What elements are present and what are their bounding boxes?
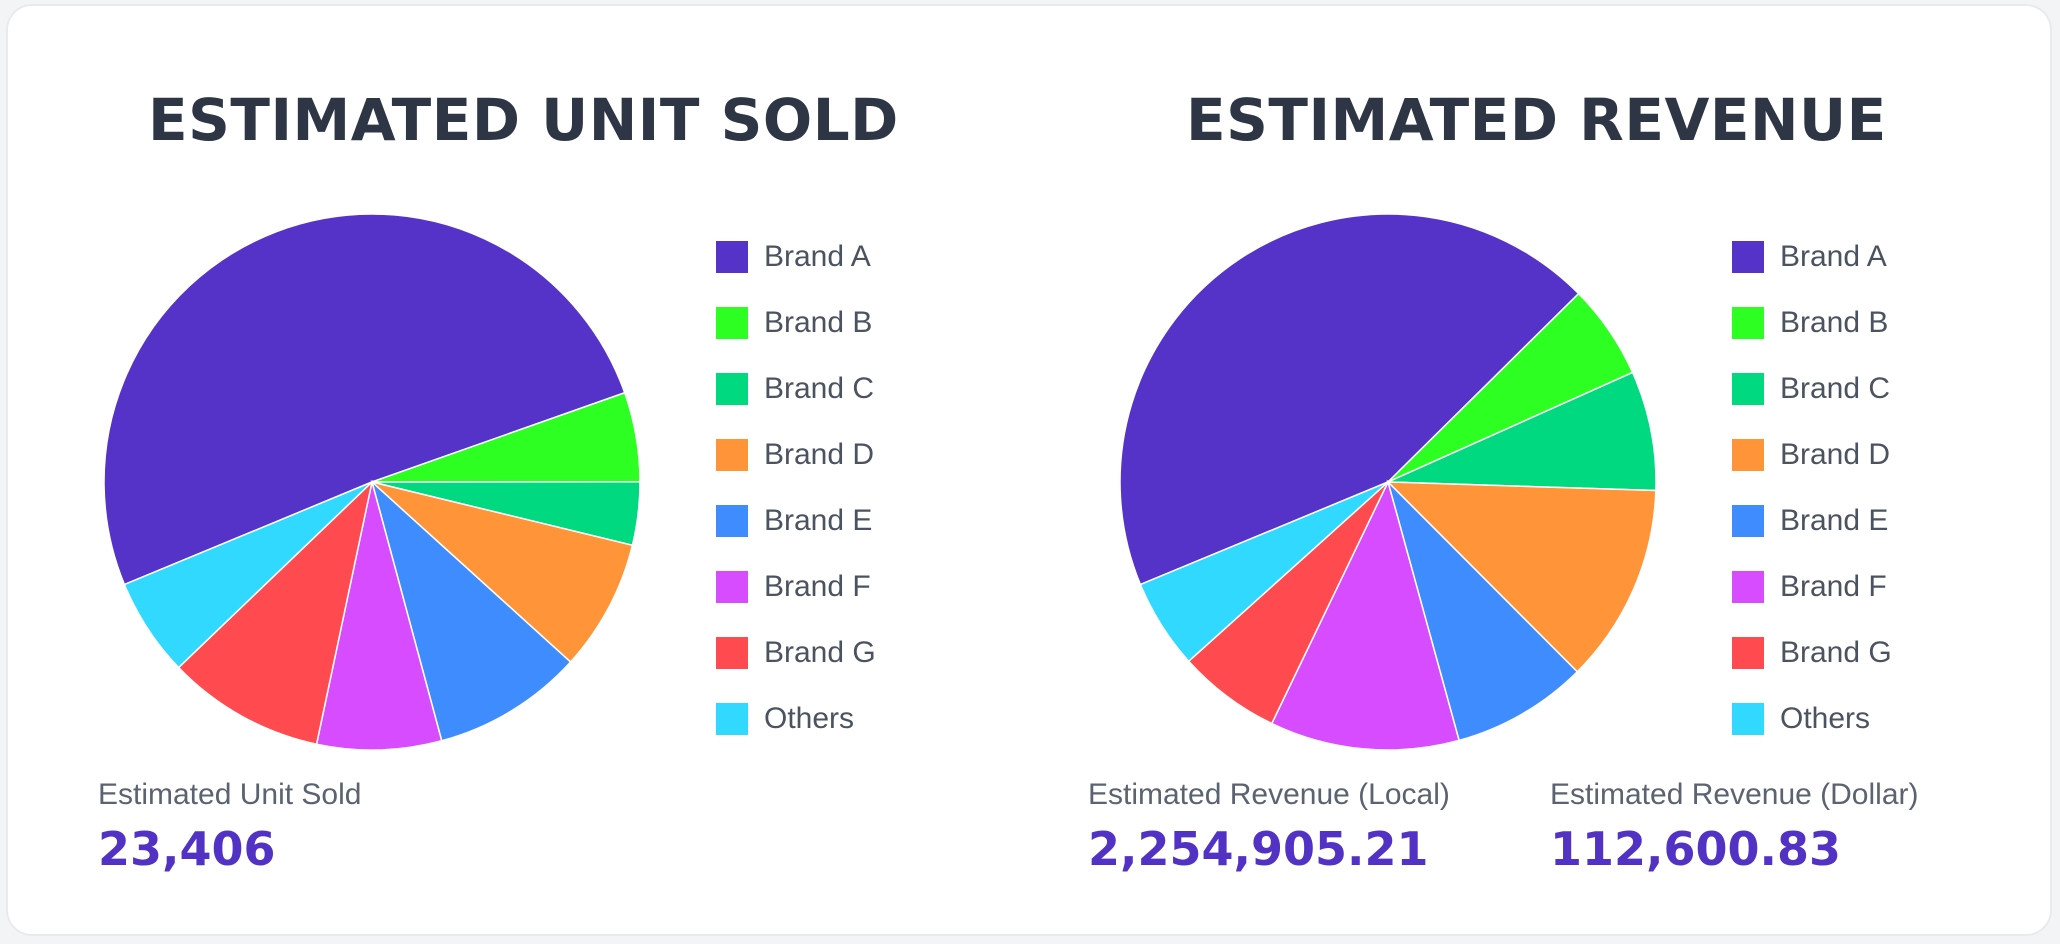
legend-item-brand-f[interactable]: Brand F — [716, 554, 876, 620]
legend-swatch — [716, 307, 748, 339]
legend-item-brand-c[interactable]: Brand C — [716, 356, 876, 422]
legend-swatch — [716, 637, 748, 669]
pie-slice-brand-c[interactable] — [1387, 371, 1657, 492]
revenue-local-stat-value: 2,254,905.21 — [1088, 822, 1429, 876]
pie-slice-brand-a[interactable] — [103, 213, 626, 586]
legend-item-brand-b[interactable]: Brand B — [1732, 290, 1892, 356]
legend-label: Brand A — [1780, 240, 1887, 273]
revenue-dollar-stat-value: 112,600.83 — [1550, 822, 1842, 876]
legend-item-brand-c[interactable]: Brand C — [1732, 356, 1892, 422]
legend-label: Brand G — [1780, 636, 1892, 669]
revenue-local-stat: Estimated Revenue (Local) 2,254,905.21 — [1088, 778, 1450, 876]
legend-swatch — [1732, 703, 1764, 735]
revenue-local-stat-label: Estimated Revenue (Local) — [1088, 778, 1450, 811]
legend-swatch — [716, 241, 748, 273]
legend-label: Brand C — [1780, 372, 1891, 405]
legend-label: Brand F — [1780, 570, 1887, 603]
legend-swatch — [1732, 241, 1764, 273]
unit-sold-panel: ESTIMATED UNIT SOLD Brand A Brand B Brand … — [8, 6, 1018, 934]
pie-slice-others[interactable] — [123, 481, 373, 669]
legend-swatch — [716, 505, 748, 537]
legend-item-others[interactable]: Others — [716, 686, 876, 752]
pie-slice-brand-d[interactable] — [1386, 481, 1657, 673]
legend-label: Brand F — [764, 570, 871, 603]
legend-label: Brand D — [1780, 438, 1891, 471]
legend-swatch — [1732, 373, 1764, 405]
unit-sold-chart-title: ESTIMATED UNIT SOLD — [148, 86, 899, 154]
legend-item-brand-e[interactable]: Brand E — [716, 488, 876, 554]
pie-slice-others[interactable] — [1139, 481, 1389, 663]
legend-swatch — [1732, 505, 1764, 537]
legend-item-brand-a[interactable]: Brand A — [716, 224, 876, 290]
dashboard-card: ESTIMATED UNIT SOLD Brand A Brand B Brand … — [6, 4, 2052, 936]
legend-item-others[interactable]: Others — [1732, 686, 1892, 752]
unit-sold-stat-label: Estimated Unit Sold — [98, 778, 362, 811]
legend-swatch — [716, 571, 748, 603]
legend-label: Brand C — [764, 372, 875, 405]
legend-swatch — [1732, 307, 1764, 339]
legend-label: Brand B — [764, 306, 873, 339]
pie-slice-brand-g[interactable] — [177, 479, 374, 746]
legend-item-brand-g[interactable]: Brand G — [1732, 620, 1892, 686]
legend-item-brand-e[interactable]: Brand E — [1732, 488, 1892, 554]
legend-swatch — [716, 373, 748, 405]
legend-swatch — [716, 439, 748, 471]
unit-sold-stat: Estimated Unit Sold 23,406 — [98, 778, 361, 876]
legend-item-brand-b[interactable]: Brand B — [716, 290, 876, 356]
unit-sold-pie-chart — [103, 213, 641, 751]
legend-swatch — [716, 703, 748, 735]
legend-label: Brand A — [764, 240, 871, 273]
legend-label: Others — [764, 702, 855, 735]
revenue-legend: Brand A Brand B Brand C Brand D Brand E Brand… — [1732, 224, 1892, 752]
pie-slice-brand-a[interactable] — [1119, 213, 1580, 586]
legend-label: Brand D — [764, 438, 875, 471]
legend-item-brand-d[interactable]: Brand D — [716, 422, 876, 488]
legend-label: Others — [1780, 702, 1871, 735]
legend-label: Brand E — [764, 504, 873, 537]
legend-item-brand-d[interactable]: Brand D — [1732, 422, 1892, 488]
pie-slice-brand-e[interactable] — [370, 479, 572, 742]
revenue-dollar-stat: Estimated Revenue (Dollar) 112,600.83 — [1550, 778, 1918, 876]
legend-item-brand-f[interactable]: Brand F — [1732, 554, 1892, 620]
legend-label: Brand E — [1780, 504, 1889, 537]
revenue-chart-title: ESTIMATED REVENUE — [1186, 86, 1887, 154]
revenue-pie-chart — [1119, 213, 1657, 751]
legend-swatch — [1732, 571, 1764, 603]
legend-item-brand-a[interactable]: Brand A — [1732, 224, 1892, 290]
pie-slice-brand-e[interactable] — [1386, 479, 1579, 742]
pie-slice-brand-f[interactable] — [1270, 479, 1461, 751]
unit-sold-stat-value: 23,406 — [98, 822, 276, 876]
legend-label: Brand G — [764, 636, 876, 669]
legend-swatch — [1732, 439, 1764, 471]
unit-sold-legend: Brand A Brand B Brand C Brand D Brand E Brand… — [716, 224, 876, 752]
pie-slice-brand-f[interactable] — [315, 481, 443, 751]
legend-swatch — [1732, 637, 1764, 669]
pie-slice-brand-d[interactable] — [371, 481, 634, 664]
legend-item-brand-g[interactable]: Brand G — [716, 620, 876, 686]
legend-label: Brand B — [1780, 306, 1889, 339]
revenue-dollar-stat-label: Estimated Revenue (Dollar) — [1550, 778, 1919, 811]
